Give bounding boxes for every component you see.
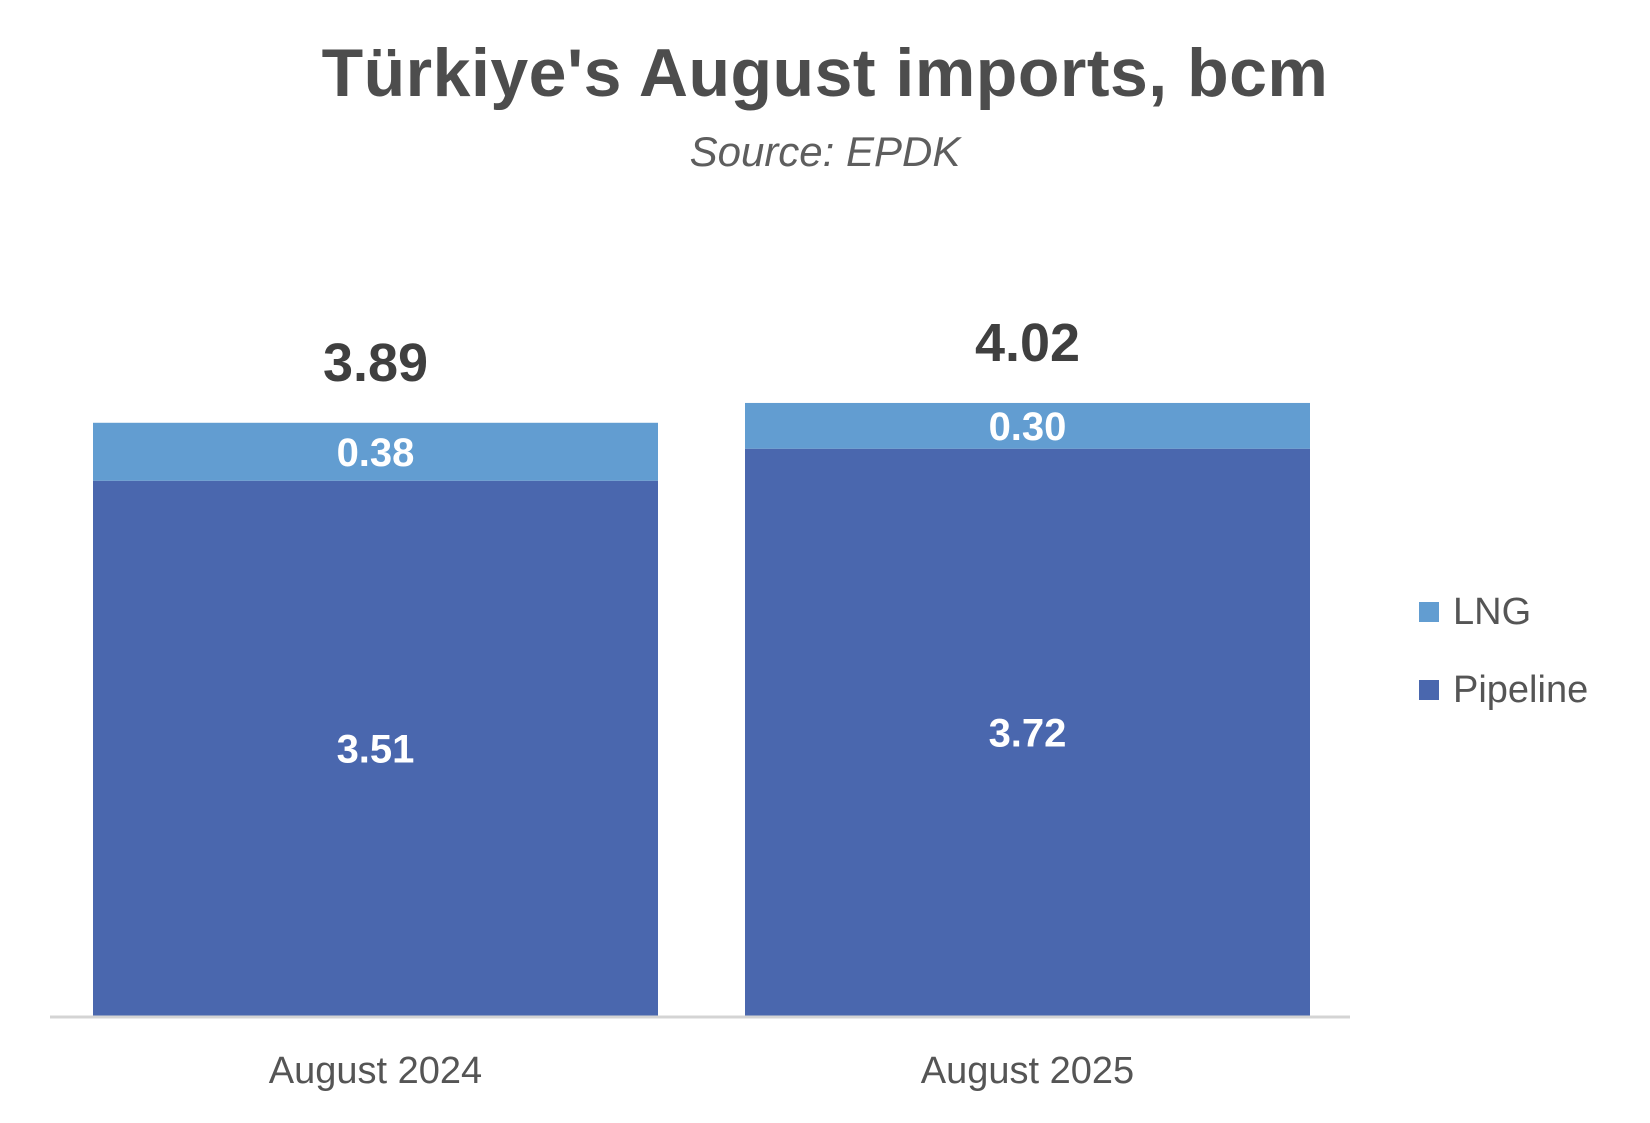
data-label-pipeline-2: 3.72 bbox=[989, 711, 1067, 755]
bar-lng-2 bbox=[745, 402, 1310, 449]
x-tick-label-2: August 2025 bbox=[921, 1050, 1134, 1092]
legend-label-pipeline: Pipeline bbox=[1453, 668, 1589, 711]
legend-swatch-lng bbox=[1419, 602, 1439, 622]
bar-pipeline-1 bbox=[93, 480, 658, 1017]
legend: LNG Pipeline bbox=[1419, 590, 1589, 748]
x-tick-label-1: August 2024 bbox=[269, 1050, 482, 1092]
total-label-1: 3.89 bbox=[323, 333, 428, 393]
legend-item-lng: LNG bbox=[1419, 590, 1588, 633]
total-label-2: 4.02 bbox=[975, 313, 1080, 373]
bar-lng-1 bbox=[93, 422, 658, 481]
legend-label-lng: LNG bbox=[1453, 590, 1532, 633]
data-label-lng-2: 0.30 bbox=[989, 405, 1067, 449]
data-label-pipeline-1: 3.51 bbox=[337, 727, 415, 771]
chart-title: Türkiye's August imports, bcm bbox=[321, 35, 1329, 111]
legend-item-pipeline: Pipeline bbox=[1419, 668, 1589, 711]
bar-pipeline-2 bbox=[745, 448, 1310, 1016]
chart-subtitle: Source: EPDK bbox=[689, 128, 961, 175]
legend-swatch-pipeline bbox=[1419, 680, 1439, 700]
data-label-lng-1: 0.38 bbox=[337, 431, 415, 475]
